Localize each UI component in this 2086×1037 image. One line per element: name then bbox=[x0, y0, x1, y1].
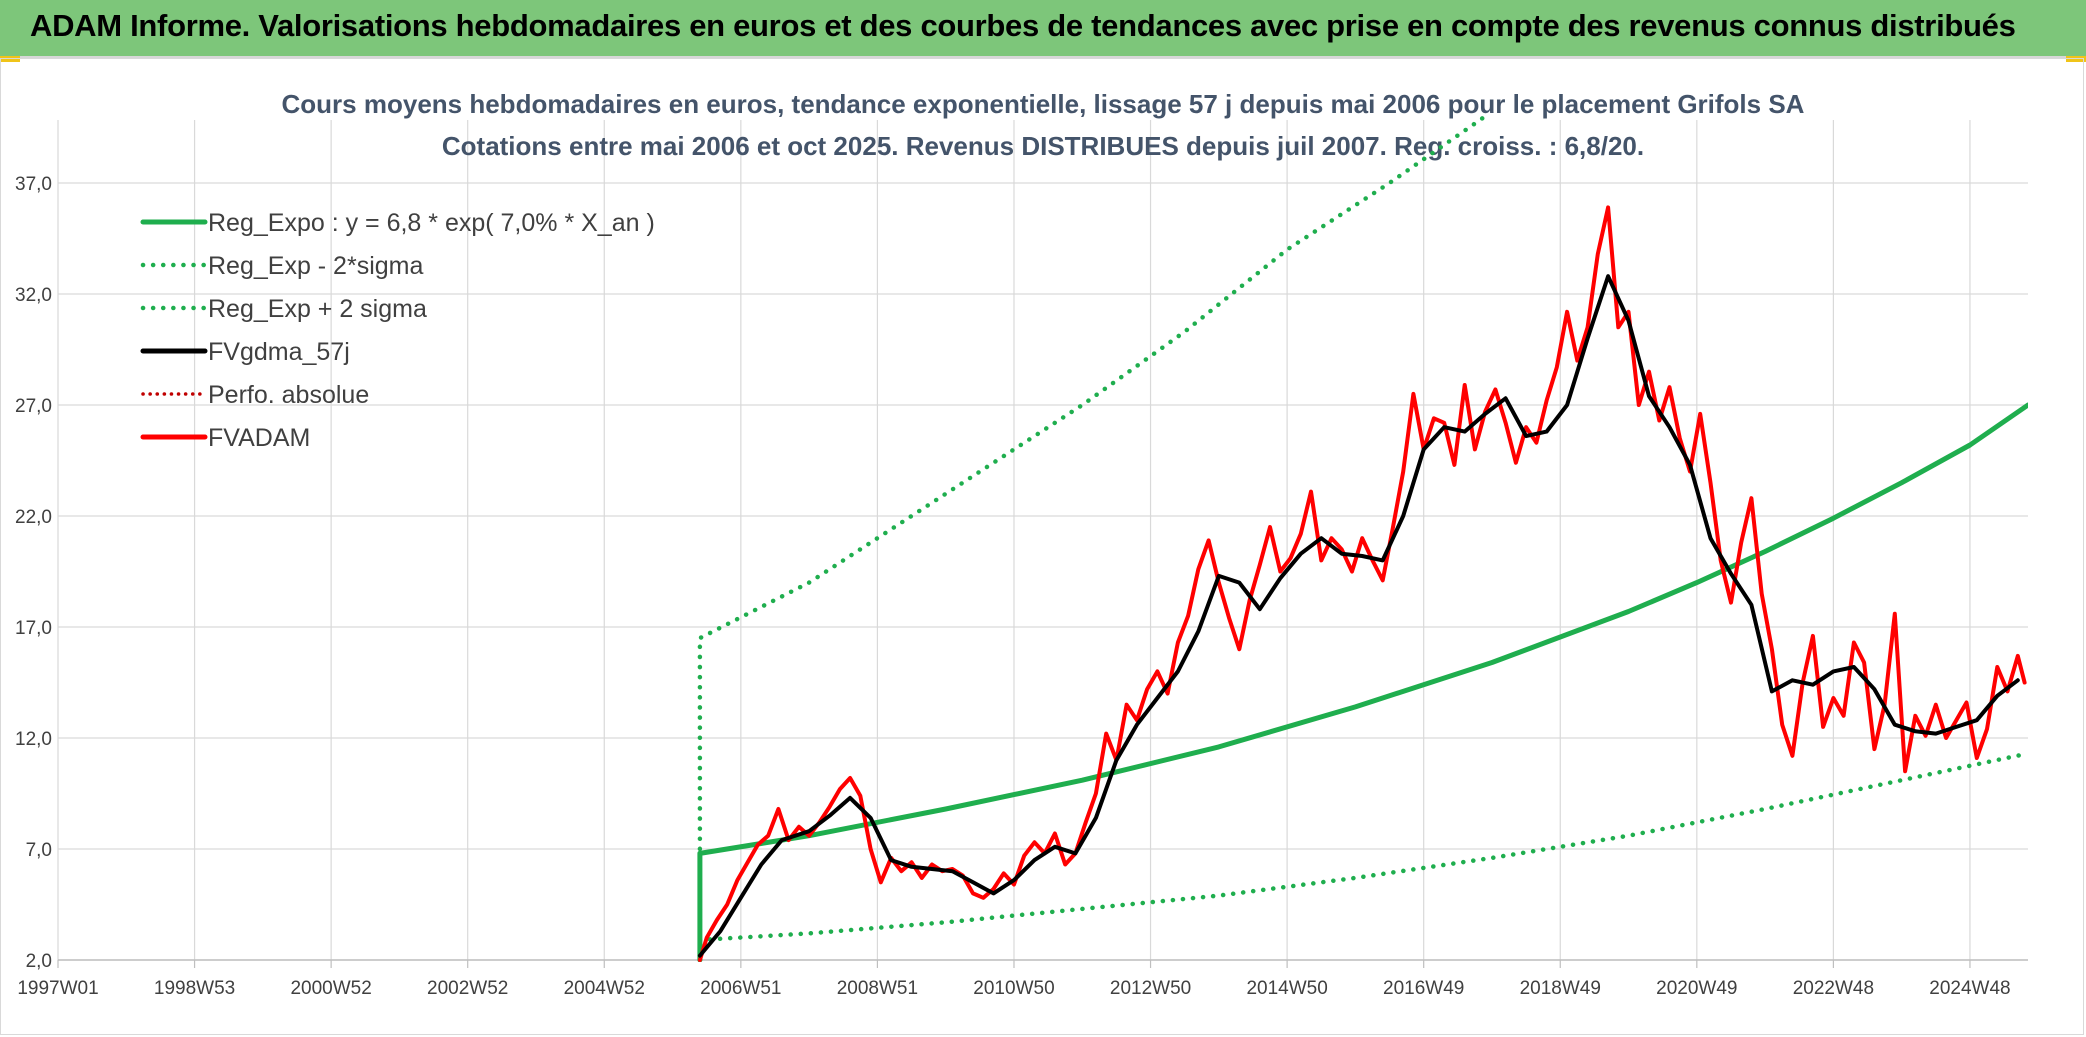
x-tick-label: 2014W50 bbox=[1246, 978, 1327, 999]
reg-expo-line bbox=[697, 402, 2028, 962]
x-tick-label: 1998W53 bbox=[154, 978, 235, 999]
y-tick-label: 2,0 bbox=[26, 951, 52, 972]
y-tick-label: 32,0 bbox=[15, 285, 52, 306]
x-tick-label: 1997W01 bbox=[17, 978, 98, 999]
x-tick-label: 2008W51 bbox=[837, 978, 918, 999]
chart-frame bbox=[0, 58, 2084, 1035]
x-tick-label: 2018W49 bbox=[1520, 978, 1601, 999]
corner-mark-left bbox=[0, 56, 20, 62]
legend-reg-expo-label: Reg_Expo : y = 6,8 * exp( 7,0% * X_an ) bbox=[208, 209, 655, 237]
grid-layer bbox=[57, 120, 2028, 968]
fvadam-line bbox=[697, 205, 2027, 962]
report-header: ADAM Informe. Valorisations hebdomadaire… bbox=[0, 0, 2086, 58]
legend-fvgdma-label: FVgdma_57j bbox=[208, 338, 350, 366]
y-tick-label: 7,0 bbox=[26, 840, 52, 861]
y-tick-label: 12,0 bbox=[15, 729, 52, 750]
chart-subtitle: Cotations entre mai 2006 et oct 2025. Re… bbox=[442, 131, 1644, 161]
y-tick-label: 17,0 bbox=[15, 618, 52, 639]
legend-reg-exp-plus-label: Reg_Exp + 2 sigma bbox=[208, 295, 427, 323]
x-tick-label: 2000W52 bbox=[290, 978, 371, 999]
x-axis-ticks: 1997W01 1998W53 2000W52 2002W52 2004W52 2006W… bbox=[17, 978, 2010, 999]
x-tick-label: 2016W49 bbox=[1383, 978, 1464, 999]
x-tick-label: 2010W50 bbox=[973, 978, 1054, 999]
x-tick-label: 2012W50 bbox=[1110, 978, 1191, 999]
y-axis-ticks: 37,0 32,0 27,0 22,0 17,0 12,0 7,0 2,0 bbox=[15, 174, 52, 972]
x-tick-label: 2004W52 bbox=[564, 978, 645, 999]
legend-fvadam-label: FVADAM bbox=[208, 424, 310, 452]
x-tick-label: 2002W52 bbox=[427, 978, 508, 999]
x-tick-label: 2024W48 bbox=[1929, 978, 2010, 999]
fvgdma-57j-line bbox=[697, 274, 2020, 958]
x-tick-label: 2006W51 bbox=[700, 978, 781, 999]
y-tick-label: 22,0 bbox=[15, 507, 52, 528]
y-tick-label: 27,0 bbox=[15, 396, 52, 417]
series-layer bbox=[697, 114, 2028, 962]
y-tick-label: 37,0 bbox=[15, 174, 52, 195]
reg-exp-minus-2sigma-line bbox=[697, 751, 2028, 943]
legend-perfo-absolue-label: Perfo. absolue bbox=[208, 381, 369, 409]
corner-mark-right bbox=[2066, 56, 2086, 62]
x-tick-label: 2022W48 bbox=[1793, 978, 1874, 999]
chart-title: Cours moyens hebdomadaires en euros, ten… bbox=[282, 89, 1805, 119]
report-title: ADAM Informe. Valorisations hebdomadaire… bbox=[30, 8, 2016, 43]
legend: Reg_Expo : y = 6,8 * exp( 7,0% * X_an ) R… bbox=[140, 209, 655, 452]
legend-reg-exp-minus-label: Reg_Exp - 2*sigma bbox=[208, 252, 423, 280]
reg-exp-plus-2sigma-line bbox=[697, 114, 1488, 962]
x-tick-label: 2020W49 bbox=[1656, 978, 1737, 999]
